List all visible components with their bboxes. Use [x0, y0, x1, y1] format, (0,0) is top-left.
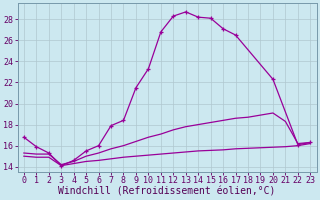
- X-axis label: Windchill (Refroidissement éolien,°C): Windchill (Refroidissement éolien,°C): [58, 187, 276, 197]
